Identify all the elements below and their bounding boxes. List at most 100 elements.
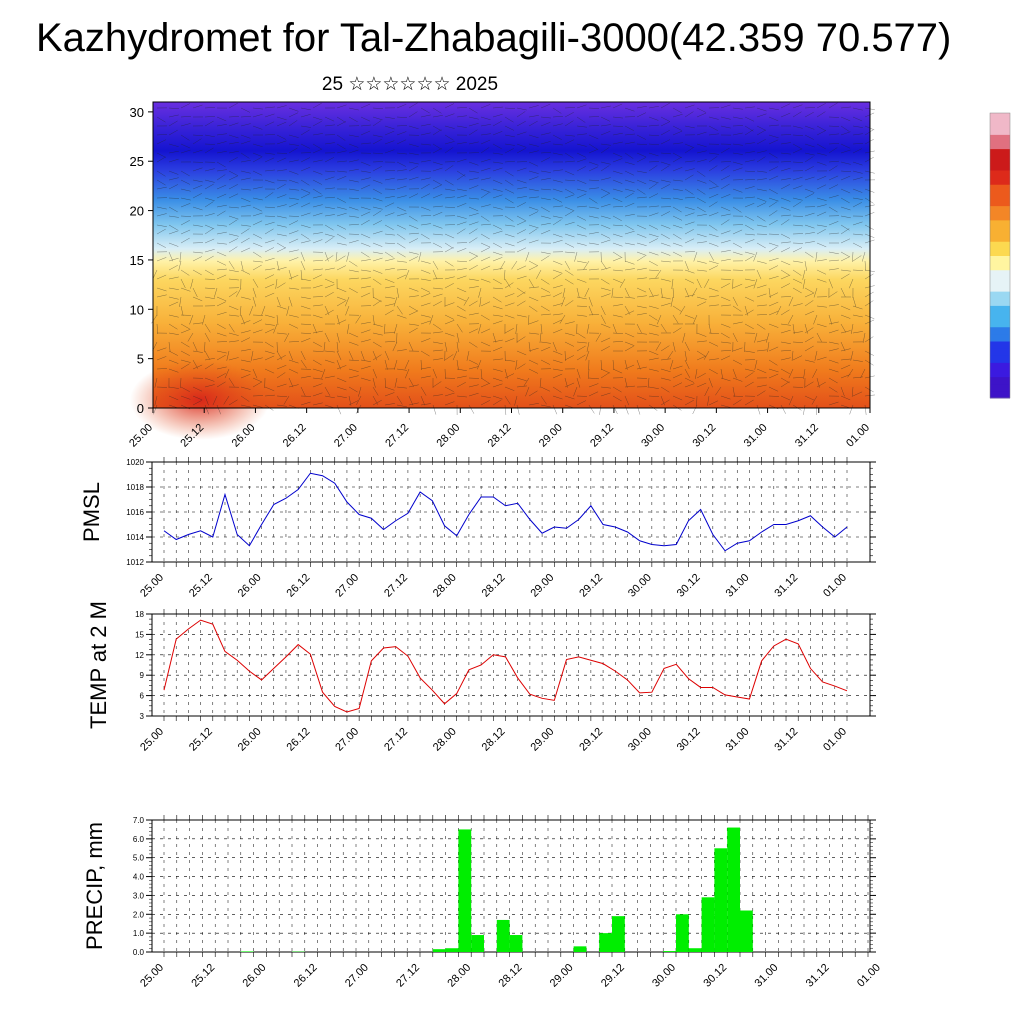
colorbar-band [990, 134, 1010, 142]
precip-bar [663, 951, 676, 952]
x-tick-label: 26.00 [236, 572, 264, 600]
precip-bar [688, 948, 702, 952]
precip-bar [471, 935, 484, 952]
colorbar-band [990, 255, 1010, 264]
colorbar-band [990, 248, 1010, 256]
x-tick-label: 30.00 [626, 726, 654, 754]
x-tick-label: 29.12 [588, 422, 616, 450]
x-tick-label: 27.00 [333, 572, 361, 600]
y-tick-label: 4.0 [133, 873, 145, 882]
colorbar-band [990, 312, 1010, 321]
x-tick-label: 29.12 [577, 572, 605, 600]
y-tick-label: 6.0 [133, 835, 145, 844]
colorbar-band [990, 362, 1010, 370]
pmsl-series-line [163, 472, 848, 552]
colorbar-band [990, 276, 1010, 285]
x-tick-label: 30.00 [626, 572, 654, 600]
x-tick-label: 31.00 [724, 572, 752, 600]
colorbar-band [990, 120, 1010, 128]
precip-bar [240, 951, 254, 952]
colorbar-band [990, 341, 1010, 349]
x-tick-label: 28.00 [434, 422, 462, 450]
x-tick-label: 25.00 [138, 572, 166, 600]
colorbar-band [990, 298, 1010, 306]
temp-series-line [163, 619, 848, 713]
precip-bar [445, 948, 459, 952]
x-tick-label: 29.00 [537, 422, 565, 450]
precip-ylabel: PRECIP, mm [82, 822, 107, 950]
x-tick-label: 28.12 [497, 962, 525, 990]
x-tick-label: 26.12 [285, 726, 313, 754]
colorbar-band [990, 170, 1010, 178]
x-tick-label: 29.00 [548, 962, 576, 990]
colorbar-band [990, 284, 1010, 292]
x-tick-label: 26.12 [281, 422, 309, 450]
x-tick-label: 30.00 [639, 422, 667, 450]
x-tick-label: 28.00 [431, 726, 459, 754]
y-tick-label: 15 [135, 630, 144, 639]
colorbar-band [990, 262, 1010, 271]
precip-bar [727, 827, 740, 952]
precip-bar [740, 910, 753, 952]
x-tick-label: 28.12 [486, 422, 514, 450]
x-tick-label: 01.00 [821, 726, 849, 754]
y-tick-label: 12 [135, 651, 144, 660]
chart-title: Kazhydromet for Tal-Zhabagili-3000(42.35… [36, 16, 952, 60]
y-tick-label: 25 [130, 154, 144, 169]
x-tick-label: 25.12 [187, 726, 215, 754]
chart-subtitle: 25 ☆☆☆☆☆☆ 2025 [321, 74, 499, 95]
x-tick-label: 01.00 [821, 572, 849, 600]
x-tick-label: 31.00 [753, 962, 781, 990]
y-tick-label: 1020 [126, 458, 144, 467]
x-tick-label: 31.12 [772, 726, 800, 754]
colorbar-band [990, 348, 1010, 356]
temp-frame [151, 613, 871, 717]
colorbar-band [990, 155, 1010, 164]
x-tick-label: 29.12 [577, 726, 605, 754]
colorbar-band [990, 326, 1010, 335]
x-tick-label: 31.12 [793, 422, 821, 450]
pmsl-ylabel: PMSL [79, 482, 104, 542]
x-tick-label: 28.00 [445, 962, 473, 990]
y-tick-label: 5.0 [133, 854, 145, 863]
x-tick-label: 25.12 [189, 962, 217, 990]
y-tick-label: 18 [135, 610, 144, 619]
colorbar-band [990, 219, 1010, 228]
colorbar-band [990, 383, 1010, 392]
precip-bar [458, 829, 472, 952]
x-tick-label: 28.12 [480, 572, 508, 600]
x-tick-label: 27.00 [343, 962, 371, 990]
y-tick-label: 5 [137, 352, 144, 367]
x-tick-label: 30.00 [650, 962, 678, 990]
precip-bar [432, 949, 446, 952]
colorbar-band [990, 198, 1010, 207]
precip-bar [573, 946, 587, 952]
y-tick-label: 7.0 [133, 816, 145, 825]
x-tick-label: 31.12 [804, 962, 832, 990]
x-tick-label: 25.00 [138, 962, 166, 990]
y-tick-label: 2.0 [133, 910, 145, 919]
x-tick-label: 25.12 [187, 572, 215, 600]
y-tick-label: 1.0 [133, 929, 145, 938]
colorbar-band [990, 319, 1010, 328]
x-tick-label: 29.12 [599, 962, 627, 990]
x-tick-label: 29.00 [528, 726, 556, 754]
x-tick-label: 30.12 [675, 726, 703, 754]
y-tick-label: 3.0 [133, 891, 145, 900]
x-tick-label: 31.12 [772, 572, 800, 600]
colorbar-band [990, 291, 1010, 299]
colorbar-band [990, 212, 1010, 221]
x-tick-label: 28.00 [431, 572, 459, 600]
precip-bar [612, 916, 625, 952]
precip-bar [509, 935, 523, 952]
colorbar-band [990, 113, 1010, 121]
x-tick-label: 01.00 [855, 962, 883, 990]
colorbar-band [990, 184, 1010, 192]
x-tick-label: 31.00 [724, 726, 752, 754]
y-tick-label: 6 [140, 692, 145, 701]
colorbar-band [990, 148, 1010, 157]
colorbar-band [990, 162, 1010, 171]
x-tick-label: 01.00 [844, 422, 872, 450]
cross-section-field [153, 102, 870, 408]
colorbar-band [990, 305, 1010, 313]
